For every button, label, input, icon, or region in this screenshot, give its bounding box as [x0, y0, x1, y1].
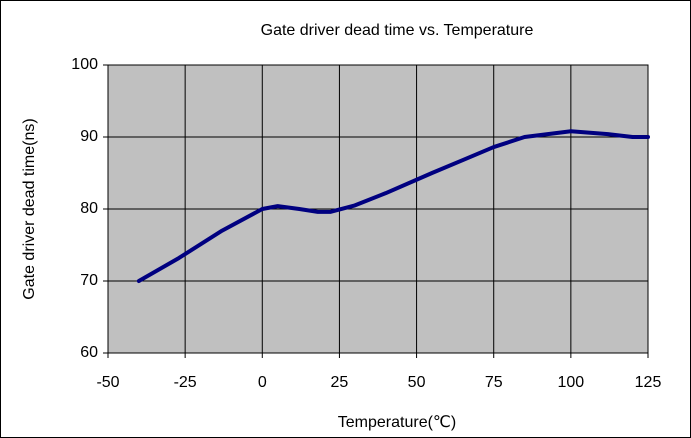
x-tick-label: 0 [258, 374, 267, 391]
y-axis-label: Gate driver dead time(ns) [21, 118, 38, 299]
y-tick-label: 100 [71, 56, 98, 73]
x-tick-label: 25 [331, 374, 349, 391]
y-tick-label: 90 [80, 128, 98, 145]
data-line [136, 129, 650, 283]
chart-title: Gate driver dead time vs. Temperature [261, 22, 534, 39]
x-tick-label: 75 [485, 374, 503, 391]
x-tick-label: 50 [408, 374, 426, 391]
y-tick-label: 80 [80, 200, 98, 217]
x-tick-label: 100 [558, 374, 585, 391]
x-tick-label: 125 [635, 374, 662, 391]
x-axis-label: Temperature(℃) [338, 414, 456, 431]
x-tick-label: -25 [174, 374, 197, 391]
y-tick-label: 60 [80, 344, 98, 361]
y-tick-label: 70 [80, 272, 98, 289]
x-tick-label: -50 [96, 374, 119, 391]
